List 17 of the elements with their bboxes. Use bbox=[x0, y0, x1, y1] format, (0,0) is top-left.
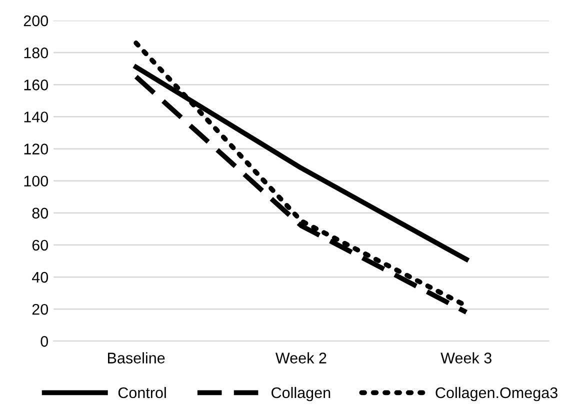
y-tick-label: 20 bbox=[32, 304, 48, 315]
x-tick-label: Baseline bbox=[108, 352, 165, 364]
y-tick-label: 120 bbox=[24, 144, 48, 154]
legend-label: Collagen.Omega3 bbox=[436, 386, 558, 402]
y-tick-label: 40 bbox=[32, 272, 48, 283]
y-tick-label: 140 bbox=[24, 112, 48, 122]
x-tick-label: Week 2 bbox=[276, 352, 326, 364]
y-tick-label: 200 bbox=[24, 15, 48, 26]
legend-label: Control bbox=[118, 386, 166, 398]
y-tick-label: 180 bbox=[24, 47, 48, 58]
y-tick-label: 160 bbox=[24, 80, 48, 90]
y-tick-label: 60 bbox=[32, 240, 48, 251]
y-tick-label: 80 bbox=[32, 208, 48, 219]
y-tick-label: 100 bbox=[24, 176, 48, 187]
x-tick-label: Week 3 bbox=[440, 352, 492, 364]
legend-label: Collagen bbox=[272, 386, 330, 402]
y-tick-label: 0 bbox=[40, 336, 48, 347]
